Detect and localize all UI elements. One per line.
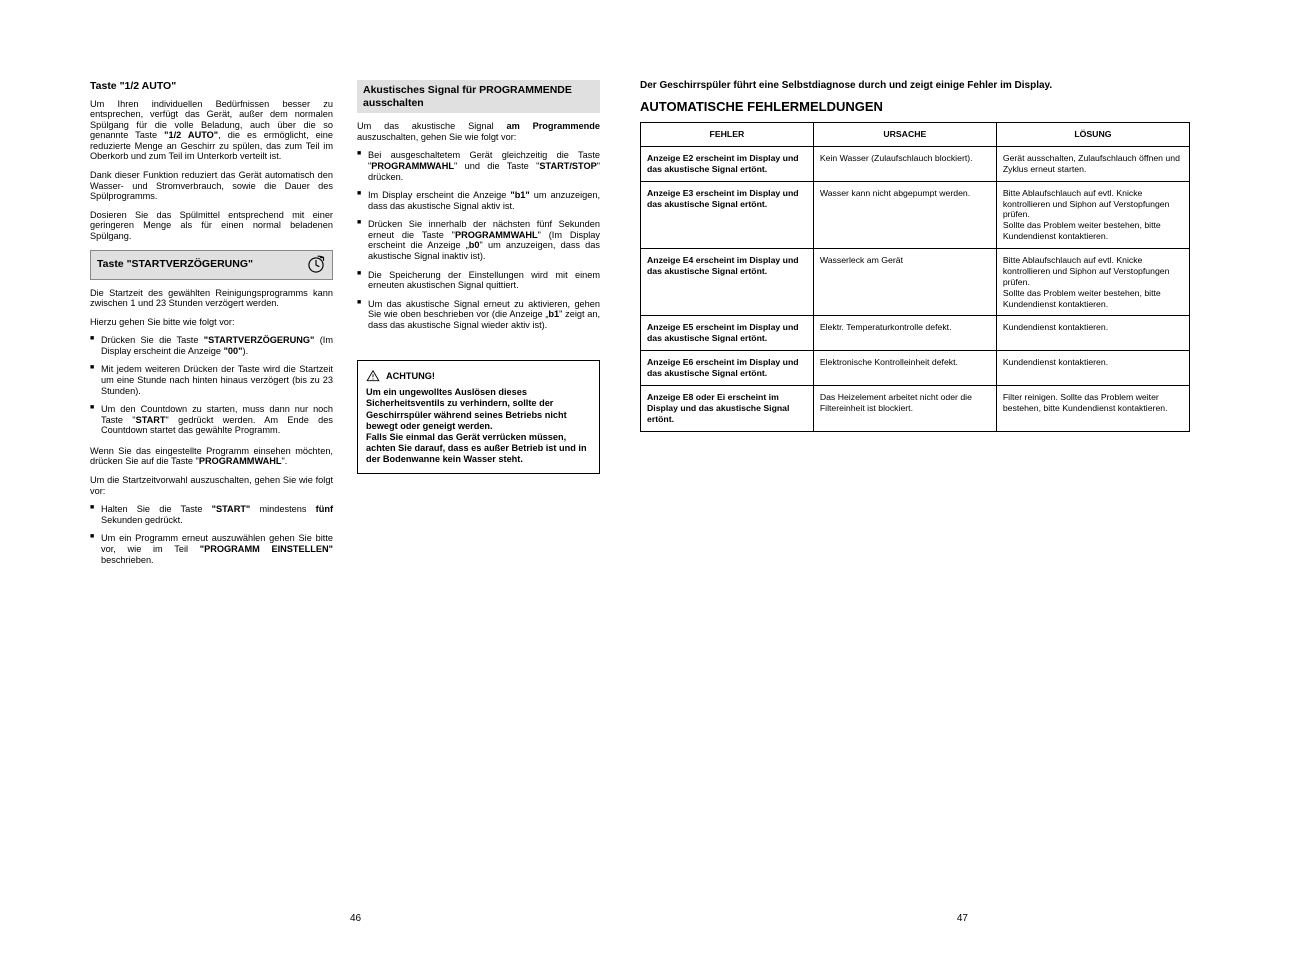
paragraph: Um die Startzeitvorwahl auszuschalten, g…: [90, 475, 333, 496]
fault-cell: Anzeige E4 erscheint im Display und das …: [641, 249, 814, 316]
paragraph: Die Startzeit des gewählten Reinigungspr…: [90, 288, 333, 309]
heading-half-auto: Taste "1/2 AUTO": [90, 80, 333, 93]
page-number-right: 47: [957, 913, 968, 924]
list-item: Um den Countdown zu starten, muss dann n…: [90, 404, 333, 436]
list-item: Um ein Programm erneut auszuwählen gehen…: [90, 533, 333, 565]
cause-cell: Kein Wasser (Zulaufschlauch blockiert).: [813, 146, 996, 181]
solution-cell: Bitte Ablaufschlauch auf evtl. Knicke ko…: [996, 249, 1189, 316]
table-row: Anzeige E3 erscheint im Display und das …: [641, 181, 1190, 248]
list-item: Um das akustische Signal erneut zu aktiv…: [357, 299, 600, 331]
fault-cell: Anzeige E3 erscheint im Display und das …: [641, 181, 814, 248]
solution-cell: Kundendienst kontaktieren.: [996, 316, 1189, 351]
right-intro: Der Geschirrspüler führt eine Selbstdiag…: [640, 80, 1190, 91]
warning-box: ACHTUNG! Um ein ungewolltes Auslösen die…: [357, 360, 600, 473]
clock-arrow-icon: [306, 255, 326, 275]
paragraph: Dosieren Sie das Spülmittel entsprechend…: [90, 210, 333, 242]
table-header-loesung: LÖSUNG: [996, 123, 1189, 147]
right-title: AUTOMATISCHE FEHLERMELDUNGEN: [640, 99, 1190, 114]
list-item: Drücken Sie innerhalb der nächsten fünf …: [357, 219, 600, 261]
cause-cell: Wasser kann nicht abgepumpt werden.: [813, 181, 996, 248]
fault-cell: Anzeige E6 erscheint im Display und das …: [641, 351, 814, 386]
table-row: Anzeige E4 erscheint im Display und das …: [641, 249, 1190, 316]
bullet-list: Drücken Sie die Taste "STARTVERZÖGERUNG"…: [90, 335, 333, 436]
warning-title: ACHTUNG!: [386, 371, 435, 382]
table-header-fehler: FEHLER: [641, 123, 814, 147]
bullet-list: Bei ausgeschaltetem Gerät gleichzeitig d…: [357, 150, 600, 330]
table-row: Anzeige E2 erscheint im Display und das …: [641, 146, 1190, 181]
warning-body: Um ein ungewolltes Auslösen dieses Siche…: [366, 387, 591, 464]
warning-triangle-icon: [366, 369, 380, 383]
fault-cell: Anzeige E8 oder Ei erscheint im Display …: [641, 385, 814, 431]
list-item: Im Display erscheint die Anzeige "b1" um…: [357, 190, 600, 211]
left-col-1: Taste "1/2 AUTO" Um Ihren individuellen …: [90, 80, 333, 575]
list-item: Bei ausgeschaltetem Gerät gleichzeitig d…: [357, 150, 600, 182]
fault-table: FEHLER URSACHE LÖSUNG Anzeige E2 erschei…: [640, 122, 1190, 432]
left-col-2: Akustisches Signal für PROGRAMMENDE auss…: [357, 80, 600, 575]
solution-cell: Bitte Ablaufschlauch auf evtl. Knicke ko…: [996, 181, 1189, 248]
fault-cell: Anzeige E5 erscheint im Display und das …: [641, 316, 814, 351]
cause-cell: Wasserleck am Gerät: [813, 249, 996, 316]
right-page: Der Geschirrspüler führt eine Selbstdiag…: [640, 80, 1190, 575]
heading-acoustic-signal: Akustisches Signal für PROGRAMMENDE auss…: [357, 80, 600, 113]
page-number-left: 46: [350, 913, 361, 924]
table-row: Anzeige E5 erscheint im Display und das …: [641, 316, 1190, 351]
paragraph: Um Ihren individuellen Bedürfnissen bess…: [90, 99, 333, 162]
heading-start-delay: Taste "STARTVERZÖGERUNG": [90, 250, 333, 280]
solution-cell: Kundendienst kontaktieren.: [996, 351, 1189, 386]
table-row: Anzeige E8 oder Ei erscheint im Display …: [641, 385, 1190, 431]
table-row: Anzeige E6 erscheint im Display und das …: [641, 351, 1190, 386]
cause-cell: Das Heizelement arbeitet nicht oder die …: [813, 385, 996, 431]
list-item: Die Speicherung der Einstellungen wird m…: [357, 270, 600, 291]
paragraph: Hierzu gehen Sie bitte wie folgt vor:: [90, 317, 333, 328]
paragraph: Dank dieser Funktion reduziert das Gerät…: [90, 170, 333, 202]
fault-cell: Anzeige E2 erscheint im Display und das …: [641, 146, 814, 181]
heading-start-delay-label: Taste "STARTVERZÖGERUNG": [97, 258, 253, 271]
list-item: Drücken Sie die Taste "STARTVERZÖGERUNG"…: [90, 335, 333, 356]
cause-cell: Elektr. Temperaturkontrolle defekt.: [813, 316, 996, 351]
paragraph: Um das akustische Signal am Programmende…: [357, 121, 600, 142]
cause-cell: Elektronische Kontrolleinheit defekt.: [813, 351, 996, 386]
left-page: Taste "1/2 AUTO" Um Ihren individuellen …: [90, 80, 600, 575]
solution-cell: Gerät ausschalten, Zulaufschlauch öffnen…: [996, 146, 1189, 181]
list-item: Halten Sie die Taste "START" mindestens …: [90, 504, 333, 525]
paragraph: Wenn Sie das eingestellte Programm einse…: [90, 446, 333, 467]
table-header-ursache: URSACHE: [813, 123, 996, 147]
list-item: Mit jedem weiteren Drücken der Taste wir…: [90, 364, 333, 396]
solution-cell: Filter reinigen. Sollte das Problem weit…: [996, 385, 1189, 431]
bullet-list: Halten Sie die Taste "START" mindestens …: [90, 504, 333, 565]
